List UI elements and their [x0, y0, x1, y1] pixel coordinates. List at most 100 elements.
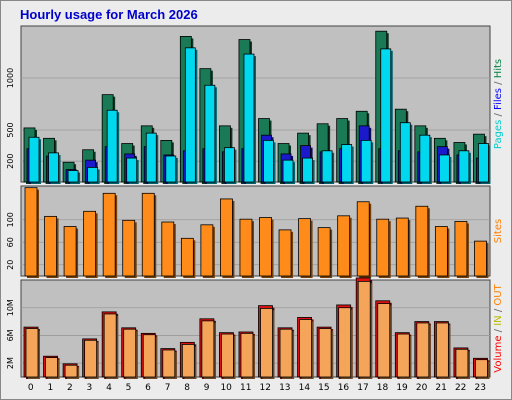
pages-bar — [48, 152, 59, 183]
sites-bar — [454, 221, 468, 277]
chart-panels: 200 500 1000 Pages / Files / Hits 20 60 100 Sit… — [6, 25, 504, 379]
sites-bar — [317, 227, 331, 277]
pages-bar — [458, 150, 470, 183]
x-tick-label: 18 — [377, 383, 389, 393]
pages-bar — [67, 170, 79, 183]
sites-bar — [376, 218, 390, 277]
out-bar — [475, 359, 488, 378]
x-tick-label: 20 — [416, 383, 428, 393]
x-tick-label: 22 — [455, 383, 466, 393]
legend-bot: Volume / IN / OUT — [493, 283, 504, 372]
x-tick-label: 6 — [145, 383, 151, 393]
sites-bar — [161, 221, 175, 277]
legend-entry: / — [493, 306, 504, 316]
sites-bar — [44, 215, 57, 277]
y-tick-label-bot: 6M — [6, 329, 15, 341]
sites-bar — [200, 224, 214, 277]
legend-entry: Volume — [493, 336, 504, 373]
x-tick-label: 13 — [279, 383, 290, 393]
out-bar — [221, 333, 234, 378]
x-tick-label: 17 — [357, 383, 368, 393]
panel-bot: 2M 6M 10M Volume / IN / OUT — [6, 277, 504, 379]
x-tick-label: 4 — [106, 383, 112, 393]
pages-bar — [438, 154, 450, 183]
pages-bar — [263, 139, 274, 183]
x-tick-label: 9 — [204, 383, 210, 393]
x-tick-label: 11 — [240, 383, 251, 393]
x-tick-label: 5 — [126, 383, 132, 393]
out-bar — [435, 322, 449, 378]
pages-bar — [341, 144, 353, 183]
out-bar — [279, 328, 293, 378]
pages-bar — [28, 136, 40, 183]
legend-entry: OUT — [493, 283, 504, 305]
sites-bar — [395, 217, 409, 277]
y-tick-label-mid: 60 — [6, 237, 15, 247]
sites-bar — [180, 237, 194, 277]
out-bar — [299, 319, 312, 378]
pages-bar — [302, 157, 313, 183]
out-bar — [64, 364, 78, 378]
sites-bar — [122, 219, 136, 277]
panel-top: 200 500 1000 Pages / Files / Hits — [6, 25, 504, 185]
panel-mid: 20 60 100 Sites — [6, 185, 504, 278]
x-tick-label: 23 — [475, 383, 486, 393]
legend-entry: Files — [493, 88, 504, 110]
x-axis-labels: 0 1 2 3 4 5 6 7 8 9 10 11 12 13 14 15 16 17 18 19 20 21 22 23 — [28, 383, 486, 393]
out-bar — [201, 320, 215, 378]
x-tick-label: 10 — [220, 383, 232, 393]
pages-bar — [204, 84, 216, 183]
pages-bar — [224, 147, 235, 183]
sites-bar — [63, 226, 77, 277]
legend-top: Pages / Files / Hits — [493, 59, 504, 149]
sites-bar — [356, 201, 370, 277]
sites-bar — [102, 192, 116, 277]
out-bar — [377, 303, 391, 378]
out-bar — [123, 328, 137, 378]
sites-bar — [83, 210, 97, 277]
x-tick-label: 21 — [435, 383, 446, 393]
x-tick-label: 2 — [67, 383, 73, 393]
plot-area-bot — [20, 279, 491, 378]
sites-bar — [259, 217, 272, 277]
out-bar — [84, 339, 98, 378]
pages-bar — [87, 167, 99, 183]
legend-entry: / — [493, 110, 504, 120]
x-tick-label: 15 — [318, 383, 329, 393]
x-tick-label: 0 — [28, 383, 34, 393]
pages-bar — [380, 48, 392, 183]
chart-title: Hourly usage for March 2026 — [20, 7, 198, 22]
sites-bar — [220, 198, 233, 277]
y-tick-label-mid: 20 — [6, 260, 15, 270]
pages-bar — [184, 47, 196, 183]
x-tick-label: 8 — [184, 383, 190, 393]
legend-entry: Sites — [493, 219, 504, 243]
out-bar — [396, 333, 410, 378]
x-tick-label: 1 — [47, 383, 53, 393]
legend-entry: / — [493, 326, 504, 336]
pages-bar — [478, 143, 489, 183]
pages-bar — [165, 155, 177, 183]
pages-bar — [399, 122, 411, 183]
legend-entry: Hits — [493, 59, 504, 78]
out-bar — [318, 328, 332, 378]
out-bar — [338, 307, 352, 378]
sites-bar — [278, 229, 292, 277]
y-tick-label-bot: 10M — [6, 299, 15, 316]
sites-bar — [415, 205, 429, 277]
y-tick-label-top: 500 — [6, 122, 15, 137]
x-tick-label: 19 — [396, 383, 408, 393]
y-tick-label-mid: 100 — [6, 212, 15, 227]
sites-bar — [434, 226, 448, 277]
sites-bar — [239, 218, 253, 277]
sites-bar — [141, 192, 155, 277]
pages-bar — [360, 139, 372, 183]
plot-area-mid — [20, 185, 491, 277]
legend-entry: Pages — [493, 120, 504, 149]
pages-bar — [243, 53, 255, 183]
out-bar — [240, 332, 254, 378]
out-bar — [103, 313, 117, 378]
y-tick-label-top: 200 — [6, 154, 15, 169]
out-bar — [45, 357, 58, 378]
